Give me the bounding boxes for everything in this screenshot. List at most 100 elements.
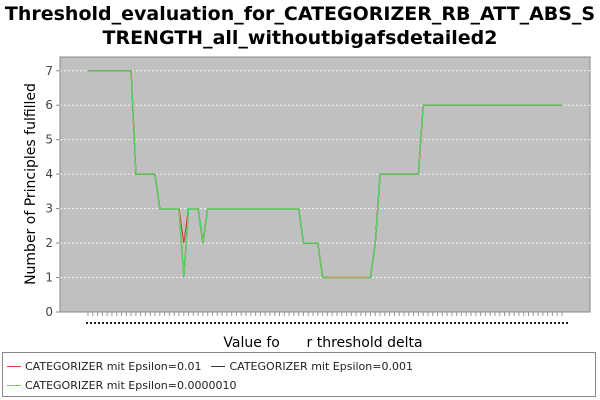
- x-tick-label-dot: [542, 322, 544, 324]
- x-tick-label-dot: [366, 322, 368, 324]
- chart-title-line-2: TRENGTH_all_withoutbigafsdetailed2: [102, 27, 498, 49]
- x-tick-label-dot: [178, 322, 180, 324]
- x-tick-label-dot: [290, 322, 292, 324]
- x-tick-label-dot: [234, 322, 236, 324]
- x-tick-label-dot: [286, 322, 288, 324]
- x-tick-label-dot: [506, 322, 508, 324]
- x-tick-label-dot: [442, 322, 444, 324]
- x-tick-label-dot: [370, 322, 372, 324]
- x-tick-label-dot: [354, 322, 356, 324]
- x-tick-label-dot: [194, 322, 196, 324]
- x-tick-label-dot: [246, 322, 248, 324]
- x-tick-label-dot: [378, 322, 380, 324]
- x-tick-label-dot: [330, 322, 332, 324]
- x-tick-label-dot: [298, 322, 300, 324]
- x-tick-label-dot: [270, 322, 272, 324]
- x-tick-label-dot: [338, 322, 340, 324]
- x-tick-label-dot: [426, 322, 428, 324]
- x-tick-label-dot: [174, 322, 176, 324]
- x-tick-label-dot: [546, 322, 548, 324]
- x-tick-label-dot: [450, 322, 452, 324]
- x-tick-label-dot: [242, 322, 244, 324]
- x-tick-label-dot: [454, 322, 456, 324]
- x-tick-label-dot: [554, 322, 556, 324]
- x-tick-label-dot: [170, 322, 172, 324]
- x-tick-label-dot: [530, 322, 532, 324]
- x-tick-label-dot: [558, 322, 560, 324]
- x-tick-label-dot: [462, 322, 464, 324]
- y-axis: 0 1 2 3 4 5 6 7: [45, 64, 60, 319]
- x-tick-label-dot: [158, 322, 160, 324]
- x-tick-label-dot: [518, 322, 520, 324]
- x-tick-label-dot: [538, 322, 540, 324]
- x-tick-label-dot: [98, 322, 100, 324]
- series-line-3: [88, 70, 562, 279]
- gridlines: [60, 70, 590, 279]
- y-tick-label: 2: [45, 236, 53, 250]
- x-tick-label-dot: [210, 322, 212, 324]
- x-tick-label-dot: [470, 322, 472, 324]
- x-tick-label-dot: [162, 322, 164, 324]
- x-tick-label-dot: [418, 322, 420, 324]
- x-tick-label-dot: [382, 322, 384, 324]
- x-tick-label-dot: [274, 322, 276, 324]
- x-tick-label-dot: [394, 322, 396, 324]
- y-tick-label: 6: [45, 98, 53, 112]
- x-tick-label-dot: [106, 322, 108, 324]
- x-tick-label-dot: [154, 322, 156, 324]
- x-tick-label-dot: [238, 322, 240, 324]
- chart-title: Threshold_evaluation_for_CATEGORIZER_RB_…: [0, 2, 600, 50]
- legend-swatch-1: [7, 365, 21, 367]
- series-lines: [88, 70, 562, 279]
- x-tick-label-dot: [566, 322, 568, 324]
- chart-title-line-1: Threshold_evaluation_for_CATEGORIZER_RB_…: [4, 3, 596, 25]
- x-tick-label-dot: [362, 322, 364, 324]
- x-tick-label-dot: [314, 322, 316, 324]
- legend-swatch-3: [7, 384, 21, 386]
- x-tick-label-dot: [214, 322, 216, 324]
- x-tick-label-dot: [190, 322, 192, 324]
- x-tick-label-dot: [486, 322, 488, 324]
- legend-label-3: CATEGORIZER mit Epsilon=0.0000010: [25, 378, 237, 392]
- x-tick-label-dot: [182, 322, 184, 324]
- x-tick-label-dot: [230, 322, 232, 324]
- x-tick-label-dot: [306, 322, 308, 324]
- x-tick-label-dot: [218, 322, 220, 324]
- x-tick-label-dot: [494, 322, 496, 324]
- x-tick-label-dot: [434, 322, 436, 324]
- x-tick-label-dot: [126, 322, 128, 324]
- legend-swatch-2: [211, 365, 226, 367]
- x-tick-label-dot: [358, 322, 360, 324]
- x-tick-label-dot: [510, 322, 512, 324]
- x-tick-label-dot: [402, 322, 404, 324]
- x-tick-label-dot: [134, 322, 136, 324]
- x-tick-label-dot: [490, 322, 492, 324]
- x-tick-label-dot: [398, 322, 400, 324]
- y-tick-label: 4: [45, 167, 53, 181]
- x-tick-label-dot: [326, 322, 328, 324]
- x-tick-label-dot: [282, 322, 284, 324]
- x-tick-label-dot: [110, 322, 112, 324]
- legend-item-2: CATEGORIZER mit Epsilon=0.001: [211, 359, 413, 373]
- x-tick-label-dot: [318, 322, 320, 324]
- x-tick-label-dot: [86, 322, 88, 324]
- legend-label-2: CATEGORIZER mit Epsilon=0.001: [229, 359, 413, 373]
- x-tick-label-dot: [206, 322, 208, 324]
- x-tick-label-dot: [142, 322, 144, 324]
- x-tick-label-dot: [390, 322, 392, 324]
- x-tick-label-dot: [146, 322, 148, 324]
- x-tick-label-dot: [422, 322, 424, 324]
- x-tick-label-dot: [414, 322, 416, 324]
- legend-row-2: CATEGORIZER mit Epsilon=0.0000010: [7, 376, 246, 394]
- legend: CATEGORIZER mit Epsilon=0.01 CATEGORIZER…: [2, 352, 596, 397]
- x-tick-label-dot: [114, 322, 116, 324]
- y-tick-label: 1: [45, 271, 53, 285]
- y-tick-label: 3: [45, 202, 53, 216]
- x-tick-label-dot: [138, 322, 140, 324]
- x-axis-label: Value fo r threshold delta: [223, 335, 422, 351]
- y-tick-label: 5: [45, 133, 53, 147]
- x-tick-label-dot: [222, 322, 224, 324]
- x-tick-label-dot: [502, 322, 504, 324]
- x-tick-label-dot: [466, 322, 468, 324]
- x-tick-label-dot: [122, 322, 124, 324]
